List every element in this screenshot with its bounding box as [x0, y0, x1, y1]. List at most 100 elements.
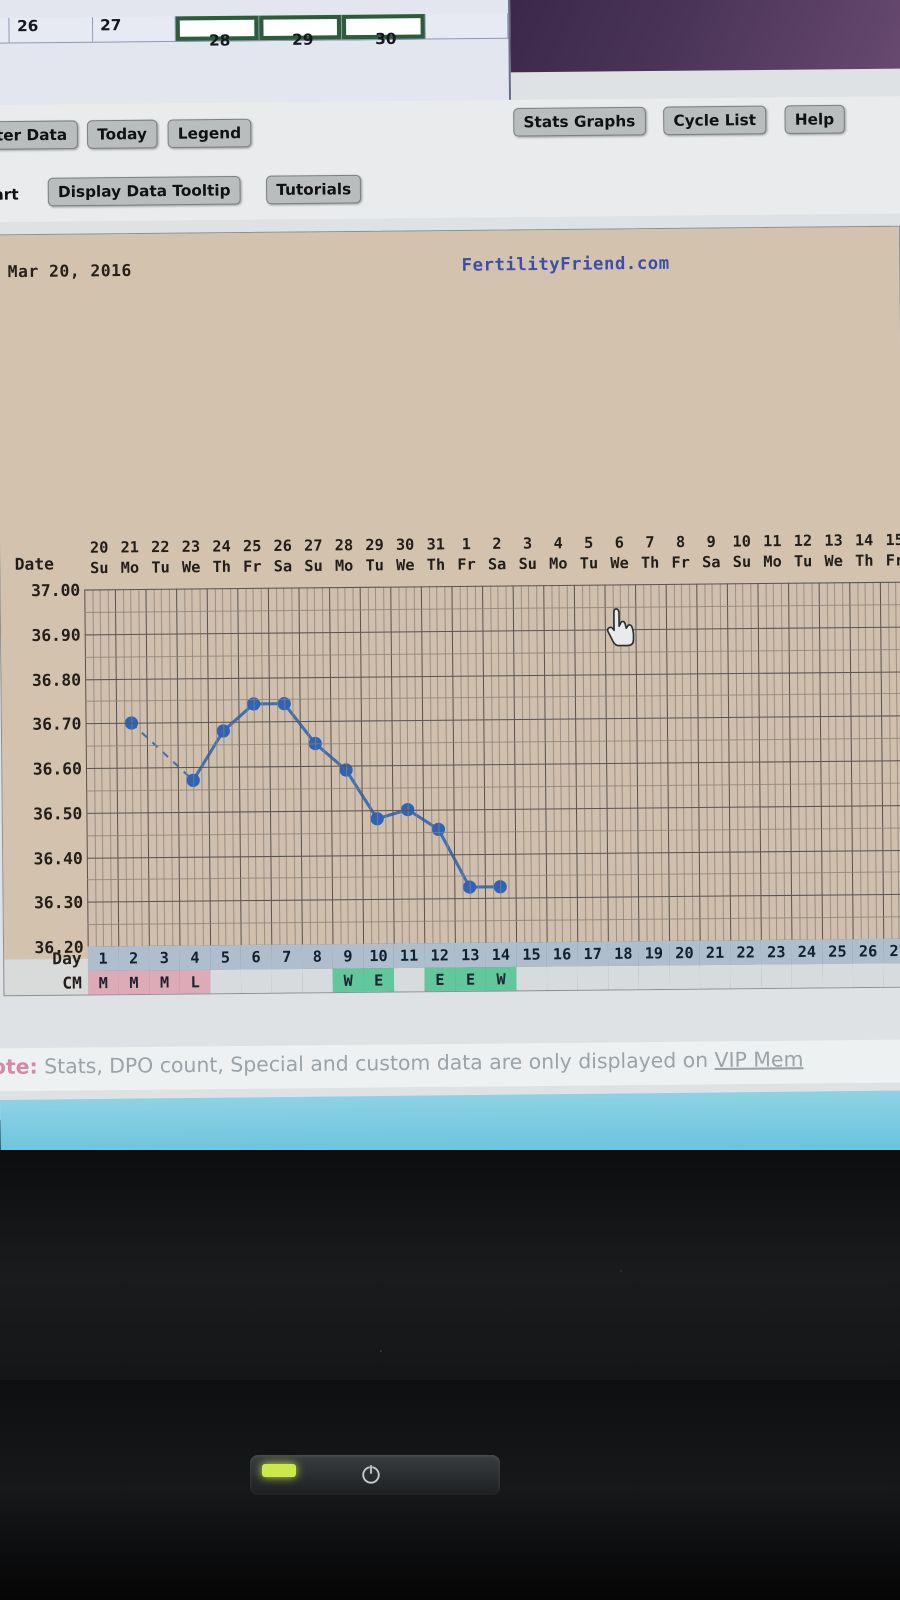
calendar-cell[interactable]: 5: [0, 18, 11, 45]
display-data-tooltip-button[interactable]: Display Data Tooltip: [47, 175, 241, 207]
table-cell-cm[interactable]: [761, 964, 793, 991]
table-cell-day[interactable]: 11: [393, 943, 426, 970]
table-cell-cm[interactable]: E: [455, 967, 487, 993]
table-cell-notes[interactable]: [577, 990, 610, 997]
stats-graphs-button[interactable]: Stats Graphs: [513, 106, 646, 137]
table-cell-notes[interactable]: [118, 994, 151, 997]
table-cell-day[interactable]: 15: [516, 942, 548, 968]
table-cell-day[interactable]: 26: [852, 938, 885, 965]
table-cell-cm[interactable]: [302, 968, 334, 995]
table-cell-day[interactable]: 4: [179, 945, 212, 972]
table-cell-notes[interactable]: [547, 990, 579, 997]
table-cell-day[interactable]: 16: [546, 941, 579, 968]
table-cell-cm[interactable]: [546, 966, 579, 993]
tutorials-button[interactable]: Tutorials: [265, 174, 362, 205]
table-cell-day[interactable]: 13: [454, 942, 487, 969]
bbt-chart-window[interactable]: Mar 20, 2016 FertilityFriend.com Date 37…: [0, 225, 900, 997]
calendar-cell-selected[interactable]: 28: [175, 15, 260, 50]
table-cell-cm[interactable]: [699, 964, 732, 991]
table-cell-cm[interactable]: [210, 969, 243, 996]
table-cell-cm[interactable]: [791, 963, 824, 990]
table-cell-cm[interactable]: [240, 969, 273, 996]
legend-button[interactable]: Legend: [167, 118, 252, 149]
table-cell-cm[interactable]: W: [332, 968, 365, 995]
bbt-plot-area[interactable]: [84, 581, 900, 948]
table-cell-notes[interactable]: [853, 987, 885, 997]
table-cell-notes[interactable]: [271, 993, 304, 997]
table-cell-notes[interactable]: [149, 994, 182, 997]
calendar-widget[interactable]: 6 19 20 21 5 26 27 28 29 30: [0, 0, 512, 106]
today-button[interactable]: Today: [86, 119, 158, 149]
table-cell-day[interactable]: 23: [760, 939, 793, 966]
table-cell-day[interactable]: 21: [699, 940, 732, 967]
table-cell-day[interactable]: 9: [332, 943, 365, 970]
table-cell-notes[interactable]: [241, 993, 274, 997]
power-icon[interactable]: [360, 1463, 382, 1485]
table-cell-day[interactable]: 10: [363, 943, 395, 970]
table-cell-day[interactable]: 6: [240, 944, 273, 971]
table-cell-day[interactable]: 27: [883, 938, 900, 965]
table-cell-notes[interactable]: [791, 988, 824, 997]
table-cell-notes[interactable]: [179, 994, 212, 997]
table-cell-day[interactable]: 2: [118, 945, 151, 972]
table-cell-cm[interactable]: [271, 968, 304, 995]
table-cell-day[interactable]: 8: [301, 944, 334, 970]
table-cell-cm[interactable]: E: [424, 967, 457, 994]
table-cell-day[interactable]: 12: [424, 942, 457, 969]
help-button[interactable]: Help: [784, 104, 845, 134]
table-cell-notes[interactable]: [210, 994, 243, 997]
table-cell-day[interactable]: 18: [607, 941, 640, 968]
table-cell-cm[interactable]: [730, 964, 763, 991]
enter-data-button[interactable]: nter Data: [0, 120, 78, 150]
table-cell-notes[interactable]: [485, 991, 518, 997]
table-cell-day[interactable]: 1: [87, 946, 120, 973]
table-cell-cm[interactable]: M: [149, 970, 181, 996]
calendar-cell-selected[interactable]: 29: [258, 14, 343, 49]
calendar-cell[interactable]: [425, 13, 509, 40]
chart-button[interactable]: hart: [0, 185, 19, 204]
table-cell-cm[interactable]: [852, 963, 885, 990]
table-cell-cm[interactable]: E: [363, 968, 396, 994]
power-button-plate[interactable]: [250, 1455, 500, 1495]
table-cell-notes[interactable]: [332, 992, 365, 997]
table-cell-day[interactable]: 24: [791, 939, 824, 966]
table-cell-cm[interactable]: [577, 966, 610, 992]
table-cell-notes[interactable]: [761, 988, 794, 997]
table-cell-notes[interactable]: [730, 989, 763, 997]
table-cell-day[interactable]: 20: [669, 940, 701, 967]
calendar-cell[interactable]: 27: [92, 16, 177, 43]
table-cell-cm[interactable]: [669, 965, 702, 991]
table-cell-notes[interactable]: [88, 995, 121, 997]
vip-member-link[interactable]: VIP Mem: [714, 1046, 804, 1073]
table-cell-day[interactable]: 22: [730, 940, 763, 966]
table-cell-notes[interactable]: [302, 993, 335, 997]
table-cell-notes[interactable]: [638, 989, 671, 997]
table-cell-cm[interactable]: W: [485, 966, 518, 993]
table-cell-day[interactable]: 25: [822, 939, 854, 965]
table-cell-notes[interactable]: [455, 991, 488, 997]
table-cell-notes[interactable]: #: [424, 991, 457, 997]
table-cell-cm[interactable]: M: [118, 970, 151, 997]
calendar-cell-selected[interactable]: 30: [342, 14, 426, 48]
table-cell-notes[interactable]: [394, 992, 427, 997]
table-cell-day[interactable]: 14: [485, 942, 518, 969]
table-cell-day[interactable]: 7: [271, 944, 304, 971]
table-cell-cm[interactable]: [638, 965, 671, 992]
table-cell-notes[interactable]: [669, 989, 702, 997]
table-cell-notes[interactable]: [516, 991, 549, 997]
cycle-list-button[interactable]: Cycle List: [663, 105, 767, 136]
table-cell-notes[interactable]: [822, 988, 855, 997]
table-cell-day[interactable]: 5: [210, 945, 242, 971]
table-cell-day[interactable]: 19: [638, 940, 671, 967]
table-cell-cm[interactable]: L: [179, 969, 212, 996]
table-cell-cm[interactable]: [822, 963, 855, 990]
table-cell-cm[interactable]: M: [87, 970, 120, 997]
table-cell-cm[interactable]: [516, 966, 549, 993]
table-cell-cm[interactable]: [608, 965, 640, 992]
table-cell-day[interactable]: 3: [148, 945, 181, 972]
table-cell-cm[interactable]: [393, 967, 426, 994]
table-cell-notes[interactable]: #: [363, 992, 396, 997]
table-cell-notes[interactable]: [883, 987, 900, 997]
table-cell-notes[interactable]: [700, 989, 732, 997]
table-cell-notes[interactable]: [608, 990, 641, 997]
